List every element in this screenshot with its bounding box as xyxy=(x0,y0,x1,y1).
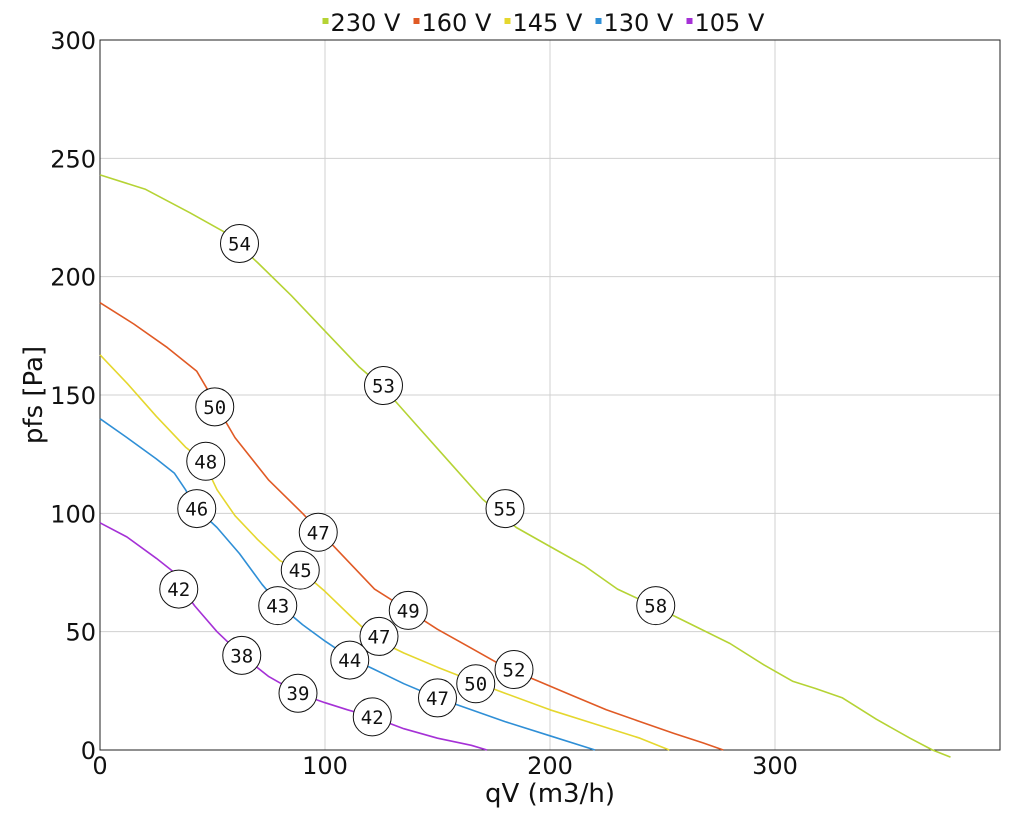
x-tick-label: 100 xyxy=(302,752,348,780)
legend-item[interactable]: 230 V xyxy=(322,9,401,37)
y-tick-label: 250 xyxy=(50,145,96,173)
marker-circle xyxy=(195,387,235,427)
marker-circle xyxy=(388,590,428,630)
y-tick-label: 150 xyxy=(50,382,96,410)
marker-label: 50 xyxy=(203,397,226,419)
marker-label: 46 xyxy=(185,499,208,521)
marker-label: 52 xyxy=(503,660,526,682)
marker-circle xyxy=(186,441,226,481)
legend-item[interactable]: 105 V xyxy=(686,9,765,37)
point-marker: 49 xyxy=(388,590,428,630)
legend-swatch xyxy=(504,18,511,24)
point-marker: 39 xyxy=(278,673,318,713)
marker-circle xyxy=(222,635,262,675)
legend-label: 130 V xyxy=(604,9,674,37)
point-marker: 44 xyxy=(330,640,370,680)
axis-ticks: 0 100 200 300 0 50 100 150 200 250 300 xyxy=(50,27,798,780)
marker-label: 42 xyxy=(167,579,190,601)
marker-label: 47 xyxy=(368,626,391,648)
legend-item[interactable]: 130 V xyxy=(595,9,674,37)
series-line-105v xyxy=(99,522,488,751)
marker-circle xyxy=(418,678,457,718)
marker-label: 53 xyxy=(372,376,395,398)
legend-item[interactable]: 160 V xyxy=(413,9,492,37)
legend-swatch xyxy=(686,18,693,24)
marker-circle xyxy=(258,586,298,626)
marker-circle xyxy=(359,616,399,656)
x-tick-label: 200 xyxy=(527,752,573,780)
point-marker: 42 xyxy=(159,569,199,609)
series-line-145v xyxy=(99,354,670,751)
legend[interactable]: 230 V 160 V 145 V 130 V 105 V xyxy=(322,9,765,37)
y-tick-label: 200 xyxy=(50,264,96,292)
point-marker: 45 xyxy=(280,550,320,590)
legend-item[interactable]: 145 V xyxy=(504,9,583,37)
y-axis-title: pfs [Pa] xyxy=(19,346,49,444)
point-marker: 58 xyxy=(636,586,676,626)
marker-label: 44 xyxy=(338,650,361,672)
legend-label: 230 V xyxy=(331,9,401,37)
legend-label: 160 V xyxy=(422,9,492,37)
plot-frame xyxy=(99,39,1001,751)
y-tick-label: 0 xyxy=(81,737,96,765)
marker-circle xyxy=(485,489,525,529)
point-marker: 50 xyxy=(456,664,496,704)
marker-circle xyxy=(177,489,217,529)
y-tick-label: 300 xyxy=(50,27,96,55)
marker-circle xyxy=(220,224,259,264)
legend-swatch xyxy=(322,18,329,24)
marker-circle xyxy=(280,550,320,590)
y-tick-label: 50 xyxy=(65,619,96,647)
point-marker: 53 xyxy=(364,366,403,406)
marker-circle xyxy=(494,650,534,690)
x-tick-label: 300 xyxy=(752,752,798,780)
point-marker: 54 xyxy=(220,224,259,264)
marker-label: 54 xyxy=(228,234,251,256)
x-tick-label: 0 xyxy=(92,752,107,780)
point-marker: 46 xyxy=(177,489,217,529)
legend-label: 145 V xyxy=(513,9,583,37)
marker-label: 50 xyxy=(464,674,487,696)
point-marker: 47 xyxy=(359,616,399,656)
series-line-160v xyxy=(99,302,724,751)
x-axis-title: qV (m3/h) xyxy=(485,779,615,809)
point-marker: 38 xyxy=(222,635,262,675)
marker-label: 43 xyxy=(266,596,289,618)
marker-label: 47 xyxy=(426,688,449,710)
point-marker: 50 xyxy=(195,387,235,427)
point-marker: 47 xyxy=(298,512,338,552)
marker-circle xyxy=(298,512,338,552)
marker-label: 48 xyxy=(194,451,217,473)
point-marker: 55 xyxy=(485,489,525,529)
marker-circle xyxy=(159,569,199,609)
series-line-230v xyxy=(99,174,951,758)
marker-circle xyxy=(364,366,403,406)
marker-circle xyxy=(456,664,496,704)
point-marker: 52 xyxy=(494,650,534,690)
marker-label: 38 xyxy=(230,645,253,667)
y-tick-label: 100 xyxy=(50,500,96,528)
marker-label: 55 xyxy=(494,499,517,521)
point-marker: 42 xyxy=(352,697,392,737)
marker-label: 47 xyxy=(307,522,330,544)
marker-label: 42 xyxy=(361,707,384,729)
grid xyxy=(100,40,1000,750)
marker-label: 49 xyxy=(397,600,420,622)
series-markers: 54 53 55 58 50 47 49 52 48 45 47 50 46 43 44 47 42 38 39 42 xyxy=(159,224,676,737)
marker-circle xyxy=(352,697,392,737)
point-marker: 48 xyxy=(186,441,226,481)
legend-swatch xyxy=(413,18,420,24)
point-marker: 47 xyxy=(418,678,457,718)
legend-swatch xyxy=(595,18,602,24)
marker-circle xyxy=(278,673,318,713)
legend-label: 105 V xyxy=(695,9,765,37)
marker-label: 45 xyxy=(289,560,312,582)
marker-circle xyxy=(636,586,676,626)
marker-circle xyxy=(330,640,370,680)
point-marker: 43 xyxy=(258,586,298,626)
marker-label: 58 xyxy=(644,596,667,618)
marker-label: 39 xyxy=(287,683,310,705)
